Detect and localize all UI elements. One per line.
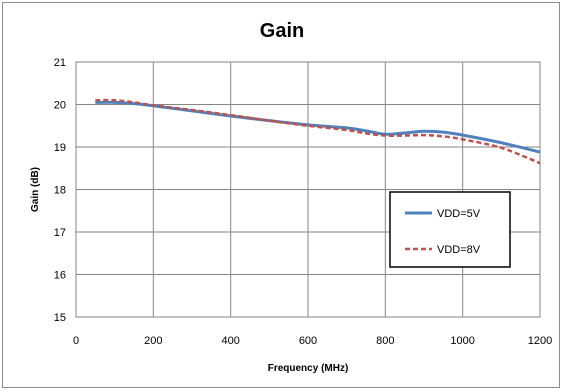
legend-label-vdd-5v: VDD=5V (437, 208, 481, 220)
legend: VDD=5V VDD=8V (389, 191, 511, 268)
x-axis-title: Frequency (MHz) (268, 363, 349, 374)
y-tick-labels: 15 16 17 18 19 20 21 (54, 57, 66, 324)
x-tick-label: 1200 (528, 335, 552, 347)
y-tick-label: 15 (54, 312, 66, 324)
legend-label-vdd-8v: VDD=8V (437, 244, 481, 256)
x-tick-labels: 0 200 400 600 800 1000 1200 (73, 335, 552, 347)
x-tick-label: 200 (144, 335, 162, 347)
y-axis-title: Gain (dB) (30, 167, 41, 212)
y-tick-label: 17 (54, 227, 66, 239)
chart-title: Gain (260, 20, 304, 42)
y-tick-label: 16 (54, 270, 66, 282)
y-tick-label: 21 (54, 57, 66, 69)
y-tick-label: 20 (54, 100, 66, 112)
y-tick-label: 18 (54, 185, 66, 197)
x-tick-label: 0 (73, 335, 79, 347)
x-tick-label: 1000 (450, 335, 474, 347)
x-tick-label: 400 (221, 335, 239, 347)
x-tick-label: 800 (376, 335, 394, 347)
series-line-vdd-8v (95, 98, 541, 165)
series-layer (95, 98, 541, 165)
legend-box (389, 191, 511, 268)
y-tick-label: 19 (54, 142, 66, 154)
x-tick-label: 600 (299, 335, 317, 347)
